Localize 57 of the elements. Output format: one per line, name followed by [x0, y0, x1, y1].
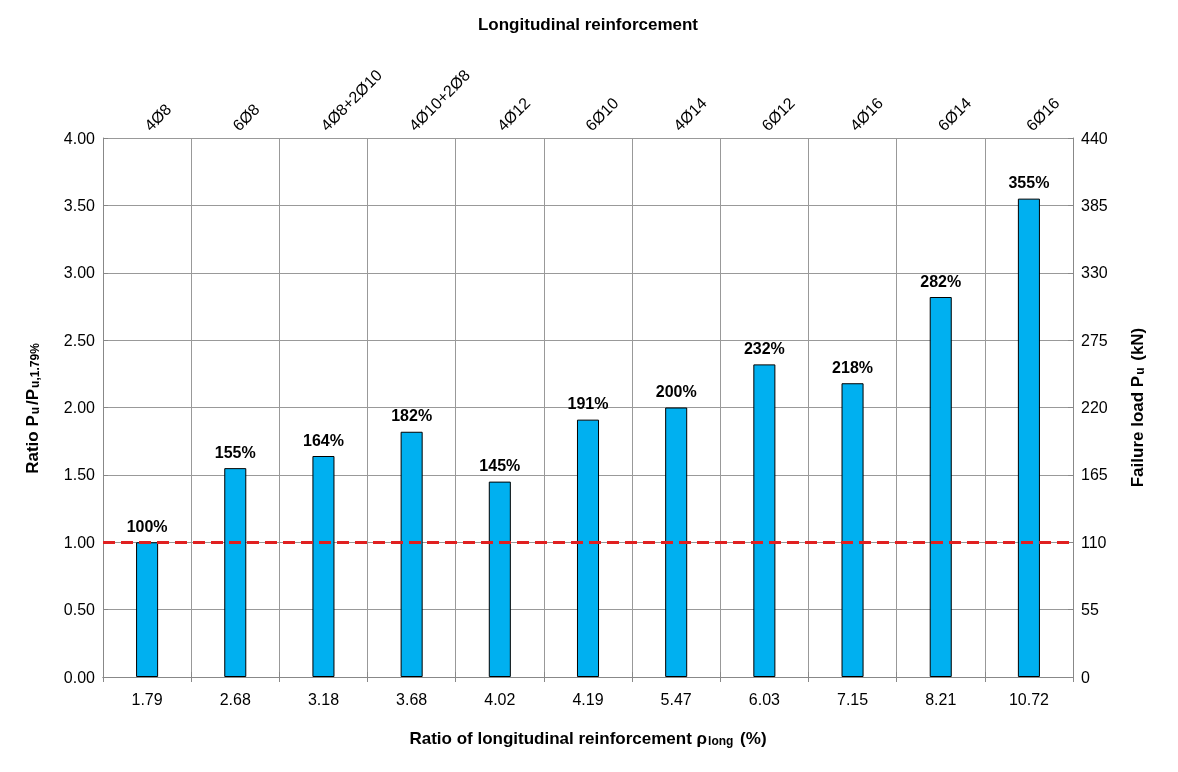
- bar: [841, 383, 864, 677]
- y2-tick-label: 165: [1081, 466, 1108, 484]
- x2-axis-title: Longitudinal reinforcement: [477, 15, 699, 34]
- y2-tick-label: 220: [1081, 399, 1108, 416]
- text: 4Ø8: [141, 100, 175, 135]
- bar: [136, 542, 159, 677]
- y-tick-label: 4.00: [63, 129, 96, 147]
- x-tick-label: 4.02: [484, 690, 516, 708]
- data-label: 155%: [214, 443, 256, 461]
- x-tick-label: 8.21: [925, 690, 957, 708]
- x-tick-label: 4.19: [572, 690, 604, 708]
- bar: [488, 481, 511, 677]
- data-label: 355%: [1008, 174, 1050, 192]
- x-tick-label: 3.68: [396, 690, 428, 708]
- x-tick-label: 1.79: [131, 690, 163, 708]
- bar: [576, 419, 600, 677]
- y-axis-title: Ratio Pu/Pu,1.79%: [22, 342, 42, 474]
- y2-tick-label: 0: [1081, 668, 1090, 686]
- bar: [665, 407, 688, 677]
- text: 6Ø8: [229, 100, 263, 135]
- x-tick-label: 10.72: [1008, 690, 1050, 708]
- bar: [1017, 198, 1040, 677]
- y2-tick-label: 330: [1081, 264, 1108, 282]
- y2-tick-label: 440: [1081, 129, 1108, 147]
- bar: [929, 297, 952, 677]
- y-tick-label: 3.00: [63, 264, 96, 282]
- data-label: 282%: [920, 272, 962, 290]
- bar: [753, 364, 776, 677]
- data-label: 232%: [743, 339, 785, 357]
- x-tick-label: 5.47: [660, 690, 692, 708]
- y2-tick-label: 385: [1081, 196, 1108, 214]
- y-tick-label: 1.50: [63, 466, 96, 484]
- y2-tick-label: 275: [1081, 331, 1108, 349]
- y-tick-label: 0.50: [63, 601, 96, 619]
- data-label: 100%: [126, 517, 168, 535]
- y2-axis-title: Failure load Pu (kN): [1127, 327, 1147, 488]
- data-label: 164%: [302, 431, 344, 449]
- y-tick-label: 1.00: [63, 533, 96, 551]
- x-axis-title: Ratio of longitudinal reinforcement ρlong (%): [409, 728, 767, 748]
- y2-tick-label: 55: [1081, 601, 1099, 619]
- y-tick-label: 0.00: [63, 668, 96, 686]
- y-tick-label: 3.50: [63, 196, 96, 214]
- x-tick-label: 7.15: [836, 690, 869, 708]
- data-label: 145%: [479, 457, 521, 475]
- bar: [312, 456, 335, 677]
- y-tick-label: 2.00: [63, 399, 96, 416]
- x-tick-label: 6.03: [748, 690, 781, 708]
- data-label: 218%: [832, 358, 874, 376]
- y2-tick-label: 110: [1081, 533, 1107, 551]
- x-tick-label: 3.18: [307, 690, 340, 708]
- data-label: 182%: [391, 407, 433, 425]
- data-label: 200%: [655, 383, 697, 400]
- bar: [400, 431, 423, 677]
- x-tick-label: 2.68: [219, 690, 251, 708]
- bar: [224, 468, 247, 677]
- y-tick-label: 2.50: [63, 331, 96, 349]
- data-label: 191%: [567, 395, 609, 413]
